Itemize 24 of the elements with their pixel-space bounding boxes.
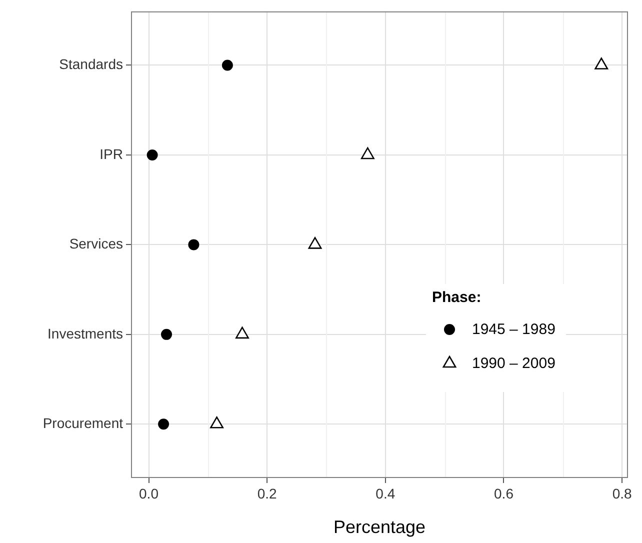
- y-tick-label: Standards: [59, 56, 123, 72]
- y-tick-label: Procurement: [42, 415, 124, 432]
- legend-label: 1990 – 2009: [472, 355, 556, 372]
- point: [146, 149, 158, 160]
- point: [236, 326, 249, 339]
- y-tick-label: Investments: [48, 325, 123, 342]
- point: [594, 58, 608, 70]
- point: [308, 237, 322, 249]
- point: [360, 147, 374, 160]
- x-tick-label: 0.6: [494, 485, 514, 502]
- x-axis-title: Percentage: [333, 517, 426, 538]
- y-tick-label: IPR: [100, 146, 123, 162]
- x-tick-label: 0.8: [612, 485, 632, 502]
- legend-label: 1945 – 1989: [472, 321, 556, 338]
- y-tick-label: Services: [69, 236, 123, 252]
- point: [161, 328, 172, 340]
- legend-title: Phase:: [432, 289, 482, 306]
- point: [222, 60, 233, 71]
- point: [158, 418, 170, 430]
- x-tick-label: 0.4: [376, 485, 396, 502]
- x-tick-label: 0.0: [139, 485, 159, 502]
- x-tick-label: 0.2: [257, 485, 278, 502]
- point: [188, 239, 200, 250]
- point: [210, 416, 224, 428]
